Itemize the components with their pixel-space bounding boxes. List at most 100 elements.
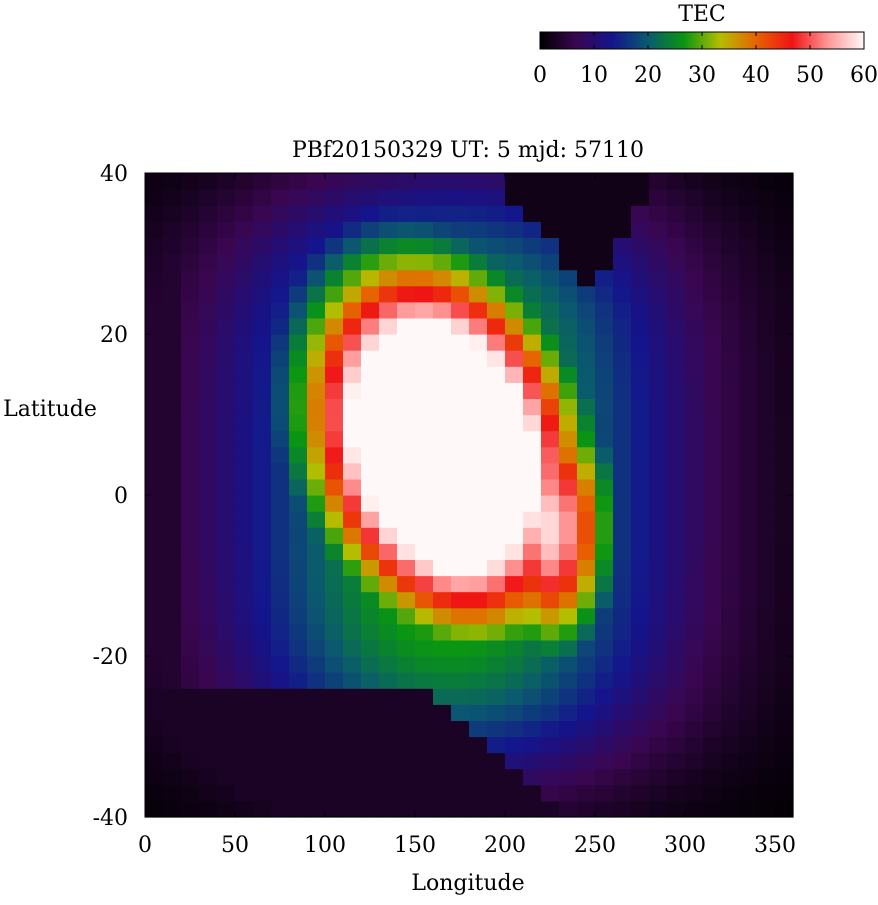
heatmap-cell bbox=[649, 656, 668, 673]
heatmap-cell bbox=[721, 656, 740, 673]
heatmap-cell bbox=[739, 269, 758, 287]
heatmap-cell bbox=[541, 527, 560, 544]
heatmap-cell bbox=[433, 398, 452, 416]
heatmap-cell bbox=[289, 350, 308, 367]
heatmap-cell bbox=[307, 317, 326, 335]
heatmap-cell bbox=[379, 173, 398, 190]
heatmap-cell bbox=[289, 672, 308, 689]
heatmap-cell bbox=[757, 173, 776, 190]
heatmap-cell bbox=[181, 189, 200, 206]
heatmap-cell bbox=[469, 334, 488, 351]
x-tick-label: 50 bbox=[221, 833, 249, 858]
heatmap-cell bbox=[325, 446, 344, 464]
heatmap-cell bbox=[181, 736, 200, 754]
heatmap-cell bbox=[613, 704, 632, 721]
heatmap-cell bbox=[235, 527, 254, 544]
heatmap-cell bbox=[505, 446, 524, 464]
heatmap-cell bbox=[721, 495, 740, 512]
heatmap-cell bbox=[613, 672, 632, 689]
heatmap-cell bbox=[253, 414, 272, 432]
heatmap-cell bbox=[703, 398, 722, 416]
heatmap-cell bbox=[577, 414, 596, 432]
heatmap-cell bbox=[271, 800, 290, 818]
heatmap-cell bbox=[757, 317, 776, 335]
heatmap-cell bbox=[379, 269, 398, 287]
heatmap-cell bbox=[325, 768, 344, 786]
heatmap-cell bbox=[415, 237, 434, 255]
heatmap-cell bbox=[271, 688, 290, 705]
heatmap-cell bbox=[595, 800, 614, 818]
heatmap-cell bbox=[217, 285, 236, 303]
heatmap-cell bbox=[559, 334, 578, 351]
heatmap-cell bbox=[505, 720, 524, 738]
heatmap-cell bbox=[217, 301, 236, 319]
heatmap-cell bbox=[451, 430, 470, 448]
heatmap-cell bbox=[253, 478, 272, 496]
heatmap-cell bbox=[163, 527, 182, 544]
heatmap-cell bbox=[775, 656, 794, 673]
heatmap-cell bbox=[595, 495, 614, 512]
heatmap-cell bbox=[307, 478, 326, 496]
heatmap-cell bbox=[757, 704, 776, 721]
heatmap-cell bbox=[289, 301, 308, 319]
heatmap-cell bbox=[667, 189, 686, 206]
heatmap-cell bbox=[361, 237, 380, 255]
heatmap-cell bbox=[289, 768, 308, 786]
heatmap-cell bbox=[523, 205, 542, 222]
heatmap-cell bbox=[289, 607, 308, 625]
heatmap-cell bbox=[541, 189, 560, 206]
heatmap-cell bbox=[271, 173, 290, 190]
heatmap-cell bbox=[703, 559, 722, 577]
heatmap-cell bbox=[595, 623, 614, 641]
heatmap-cell bbox=[253, 784, 272, 802]
heatmap-cell bbox=[145, 511, 164, 528]
heatmap-cell bbox=[667, 317, 686, 335]
heatmap-cell bbox=[235, 688, 254, 705]
heatmap-cell bbox=[685, 800, 704, 818]
colorbar-ticks: 0 10 20 30 40 50 60 bbox=[533, 32, 878, 88]
heatmap-cell bbox=[757, 559, 776, 577]
heatmap-cell bbox=[739, 752, 758, 770]
heatmap-cell bbox=[145, 237, 164, 255]
heatmap-cell bbox=[649, 575, 668, 593]
heatmap-cell bbox=[307, 559, 326, 577]
heatmap-cell bbox=[703, 382, 722, 399]
heatmap-cell bbox=[397, 543, 416, 560]
heatmap-cell bbox=[541, 366, 560, 383]
heatmap-cell bbox=[199, 543, 218, 560]
heatmap-cell bbox=[343, 575, 362, 593]
heatmap-cell bbox=[469, 623, 488, 641]
heatmap-cell bbox=[757, 543, 776, 560]
heatmap-cell bbox=[721, 704, 740, 721]
heatmap-cell bbox=[757, 269, 776, 287]
heatmap-cell bbox=[649, 800, 668, 818]
heatmap-cell bbox=[685, 269, 704, 287]
heatmap-cell bbox=[721, 269, 740, 287]
heatmap-cell bbox=[451, 301, 470, 319]
heatmap-cell bbox=[469, 575, 488, 593]
heatmap-cell bbox=[631, 173, 650, 190]
heatmap-cell bbox=[163, 800, 182, 818]
heatmap-cell bbox=[271, 768, 290, 786]
heatmap-cell bbox=[199, 607, 218, 625]
heatmap-cell bbox=[505, 800, 524, 818]
heatmap-cell bbox=[703, 575, 722, 593]
heatmap-cell bbox=[757, 639, 776, 657]
heatmap-cell bbox=[487, 591, 506, 609]
heatmap-cell bbox=[595, 591, 614, 609]
heatmap-cell bbox=[433, 334, 452, 351]
heatmap-cell bbox=[775, 768, 794, 786]
heatmap-cell bbox=[379, 430, 398, 448]
heatmap-cell bbox=[703, 800, 722, 818]
heatmap-cell bbox=[469, 414, 488, 432]
heatmap-cell bbox=[361, 285, 380, 303]
heatmap-cell bbox=[613, 382, 632, 399]
heatmap-cell bbox=[307, 704, 326, 721]
heatmap-cell bbox=[487, 189, 506, 206]
x-axis: 0 50 100 150 200 250 300 350 bbox=[138, 173, 796, 858]
heatmap-cell bbox=[757, 462, 776, 480]
heatmap-cell bbox=[433, 784, 452, 802]
heatmap-cell bbox=[451, 591, 470, 609]
heatmap-cell bbox=[739, 398, 758, 416]
heatmap-cell bbox=[181, 656, 200, 673]
